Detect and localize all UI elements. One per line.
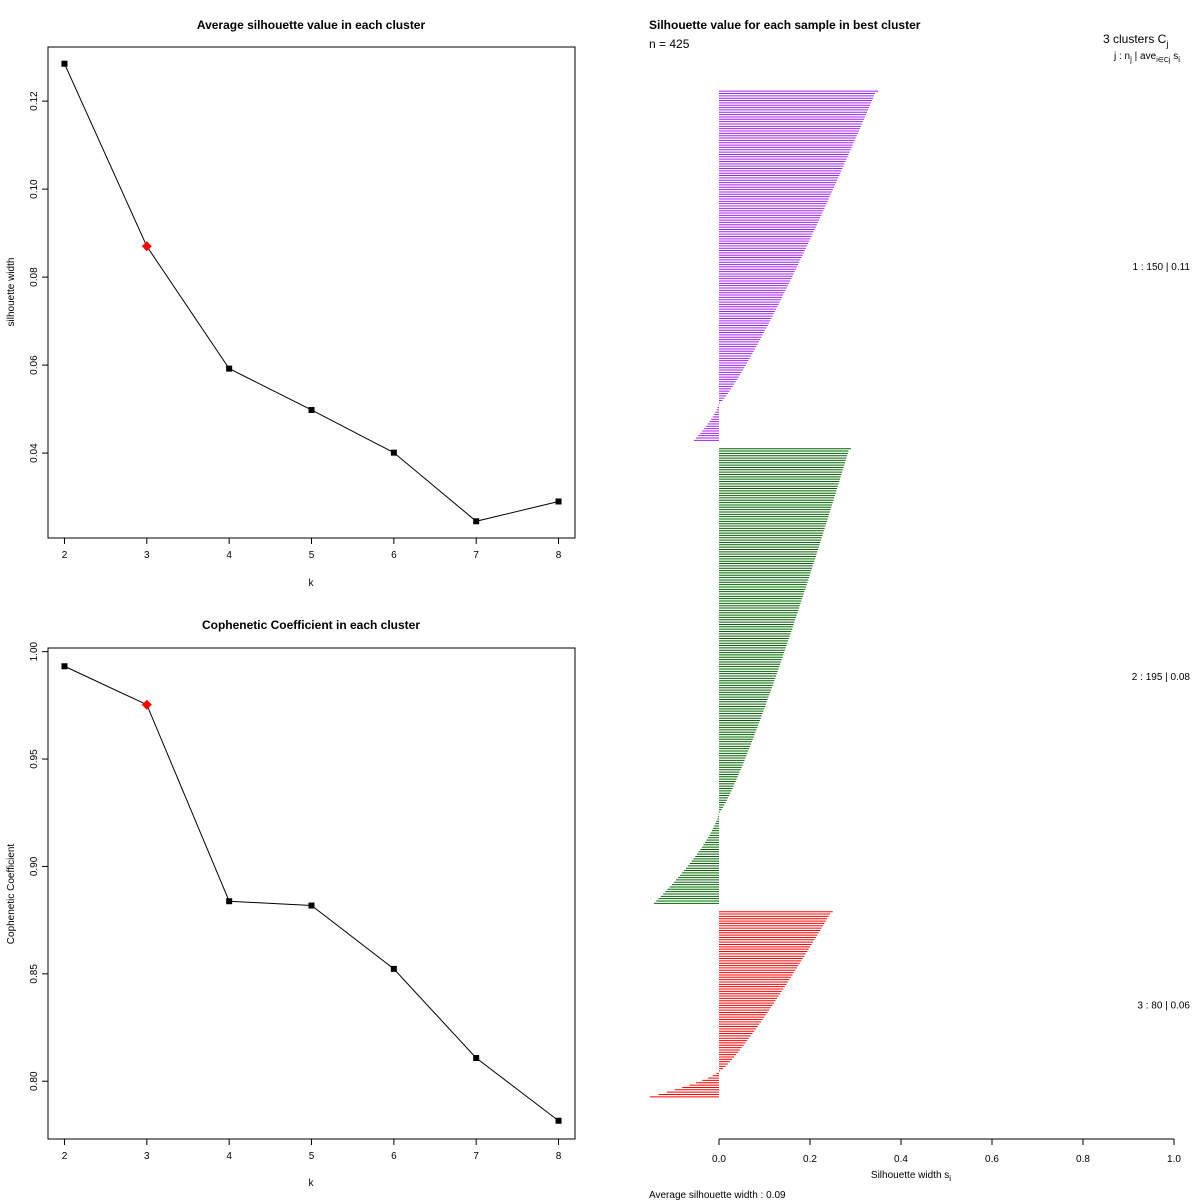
cluster-header-subscript: j (1165, 39, 1168, 49)
silhouette-highlight-point (141, 241, 152, 252)
silhouette-x-tick-label: 5 (309, 550, 315, 561)
silhouette-point (473, 518, 480, 525)
cophenetic-x-tick-label: 5 (309, 1151, 315, 1162)
cophenetic-y-label: Cophenetic Coefficient (6, 844, 17, 945)
silhouette-width-tick-label: 0.4 (894, 1154, 908, 1165)
silhouette-x-ticks: 2 3 4 5 6 7 8 (62, 538, 562, 561)
cophenetic-highlight-point (141, 699, 152, 710)
silhouette-y-tick-label: 0.08 (29, 267, 40, 287)
cophenetic-y-tick-label: 0.90 (29, 856, 40, 876)
cophenetic-line-chart: Cophenetic Coefficient in each cluster k… (6, 618, 576, 1189)
cophenetic-y-tick-label: 1.00 (29, 641, 40, 661)
silhouette-x-tick-label: 3 (144, 550, 150, 561)
silhouette-width-tick-label: 0.0 (712, 1154, 726, 1165)
silhouette-y-label: silhouette width (6, 258, 17, 327)
silhouette-plot-title: Silhouette value for each sample in best… (649, 18, 921, 32)
silhouette-y-tick-label: 0.10 (29, 179, 40, 199)
cluster-header: 3 clusters Cj (1103, 32, 1168, 49)
legend-header-subscript-3: i (1178, 55, 1180, 64)
legend-header-tail-2: s (1170, 51, 1178, 62)
cophenetic-y-tick-label: 0.80 (29, 1071, 40, 1091)
silhouette-y-tick-label: 0.06 (29, 355, 40, 375)
silhouette-x-label: k (309, 578, 315, 589)
cophenetic-series (61, 663, 562, 1124)
cophenetic-y-tick-label: 0.95 (29, 749, 40, 769)
silhouette-width-label-text: Silhouette width s (871, 1170, 949, 1181)
cophenetic-x-tick-label: 6 (391, 1151, 397, 1162)
silhouette-x-tick-label: 6 (391, 550, 397, 561)
silhouette-x-tick-label: 2 (62, 550, 68, 561)
silhouette-y-tick-label: 0.04 (29, 443, 40, 463)
silhouette-line (64, 63, 559, 522)
cophenetic-point (61, 663, 68, 670)
silhouette-width-tick-label: 0.8 (1076, 1154, 1090, 1165)
cophenetic-point (226, 898, 233, 905)
sample-count: n = 425 (649, 37, 690, 51)
cophenetic-y-ticks: 0.80 0.85 0.90 0.95 1.00 (29, 641, 48, 1091)
legend-header-subscript: j (1129, 55, 1132, 64)
cophenetic-plot-frame (47, 647, 576, 1140)
cophenetic-point (473, 1055, 480, 1062)
silhouette-x-tick-label: 7 (473, 550, 479, 561)
cophenetic-y-tick-label: 0.85 (29, 964, 40, 984)
silhouette-chart-title: Average silhouette value in each cluster (197, 18, 426, 32)
silhouette-point (390, 449, 397, 456)
silhouette-bars (649, 90, 879, 1098)
silhouette-point (226, 365, 233, 372)
silhouette-width-label-subscript: i (949, 1174, 951, 1183)
silhouette-width-label: Silhouette width si (871, 1170, 951, 1183)
silhouette-x-tick-label: 8 (556, 550, 562, 561)
silhouette-point (308, 406, 315, 413)
silhouette-bar-chart: Silhouette value for each sample in best… (649, 18, 1190, 1200)
legend-header: j : nj | avei∈Cj si (1113, 51, 1180, 64)
cophenetic-x-ticks: 2 3 4 5 6 7 8 (62, 1139, 562, 1162)
silhouette-width-tick-label: 0.6 (985, 1154, 999, 1165)
average-silhouette-width: Average silhouette width : 0.09 (649, 1190, 786, 1200)
cophenetic-chart-title: Cophenetic Coefficient in each cluster (202, 618, 420, 632)
cophenetic-x-tick-label: 4 (226, 1151, 232, 1162)
silhouette-plot-frame (47, 46, 576, 539)
cluster-header-text: 3 clusters C (1103, 32, 1167, 46)
silhouette-x-tick-label: 4 (226, 550, 232, 561)
cluster-legend-label: 3 : 80 | 0.06 (1137, 1000, 1190, 1011)
cophenetic-x-label: k (309, 1178, 315, 1189)
cophenetic-line (64, 665, 559, 1122)
legend-header-subscript-2: i∈Cj (1156, 57, 1171, 64)
cophenetic-point (390, 965, 397, 972)
cluster-legend: 1 : 150 | 0.11 2 : 195 | 0.08 3 : 80 | 0.0… (1132, 262, 1191, 1011)
silhouette-point (61, 60, 68, 67)
cophenetic-point (308, 902, 315, 909)
legend-header-text: j : n (1113, 51, 1130, 62)
silhouette-width-tick-label: 0.2 (803, 1154, 817, 1165)
cophenetic-x-tick-label: 2 (62, 1151, 68, 1162)
silhouette-series (61, 60, 562, 525)
cluster-legend-label: 1 : 150 | 0.11 (1133, 262, 1191, 273)
silhouette-width-tick-label: 1.0 (1167, 1154, 1181, 1165)
cluster-legend-label: 2 : 195 | 0.08 (1132, 672, 1191, 683)
cophenetic-x-tick-label: 7 (473, 1151, 479, 1162)
cophenetic-x-tick-label: 3 (144, 1151, 150, 1162)
silhouette-y-tick-label: 0.12 (29, 91, 40, 111)
legend-header-tail: | ave (1132, 51, 1157, 62)
silhouette-width-ticks: 0.0 0.2 0.4 0.6 0.8 1.0 (712, 1139, 1181, 1165)
silhouette-y-ticks: 0.04 0.06 0.08 0.10 0.12 (29, 91, 48, 463)
silhouette-point (555, 498, 562, 505)
cophenetic-x-tick-label: 8 (556, 1151, 562, 1162)
cophenetic-point (555, 1117, 562, 1124)
silhouette-line-chart: Average silhouette value in each cluster… (6, 18, 576, 589)
